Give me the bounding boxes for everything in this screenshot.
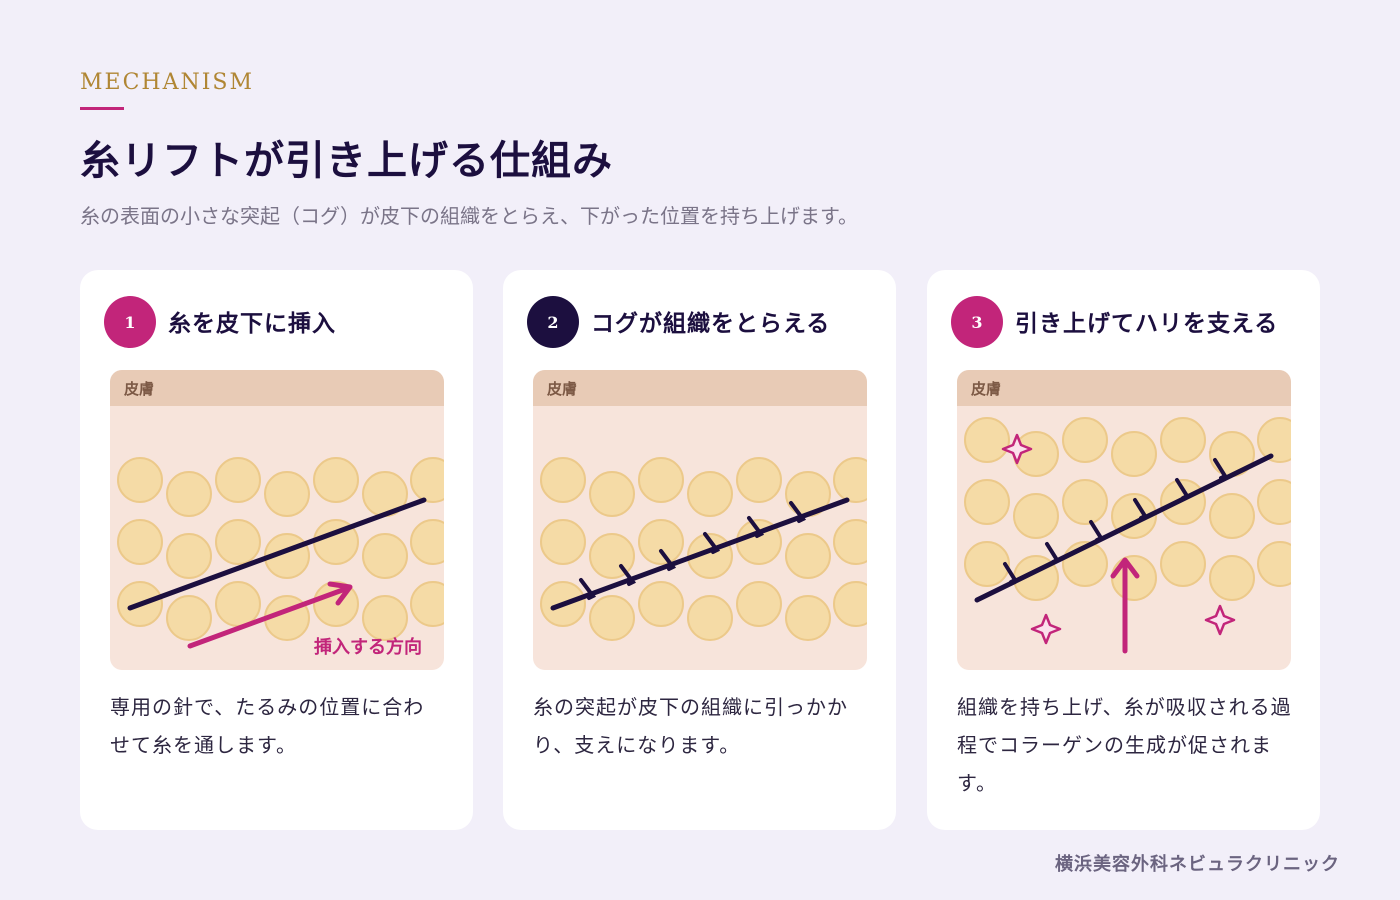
fat-cell [540,519,586,565]
fat-cell [1257,417,1291,463]
step-number: 2 [547,312,559,332]
fat-cell [638,519,684,565]
sparkle-icon [1001,433,1033,465]
fat-cell [833,581,867,627]
step-title: 引き上げてハリを支える [1015,311,1279,337]
fat-cell [1062,479,1108,525]
fat-cell [362,595,408,641]
fat-cell [410,519,444,565]
step-card-2: 2 コグが組織をとらえる 皮膚 糸の突起が皮下の組織に引っかかり、支えになります… [503,270,896,830]
fat-cell [540,457,586,503]
clinic-name: 横浜美容外科ネビュラクリニック [1055,854,1340,875]
fat-cell [1257,479,1291,525]
step-description: 組織を持ち上げ、糸が吸収される過程でコラーゲンの生成が促されます。 [957,695,1292,795]
fat-cell [736,581,782,627]
fat-cell [785,595,831,641]
fat-cell [1257,541,1291,587]
fat-cell [785,533,831,579]
fat-cell [964,479,1010,525]
fat-cell [215,519,261,565]
fat-cell [1209,493,1255,539]
sparkle-icon [1204,604,1236,636]
skin-label: 皮膚 [971,380,1001,398]
insertion-arrow [187,581,353,649]
skin-label: 皮膚 [547,380,577,398]
direction-label: 挿入する方向 [314,636,422,658]
step-number: 3 [971,312,983,332]
lift-illustration: 皮膚 [957,370,1291,670]
fat-cell [215,581,261,627]
step-description: 専用の針で、たるみの位置に合わせて糸を通します。 [110,695,425,757]
fat-cell [117,457,163,503]
page-title: 糸リフトが引き上げる仕組み [80,138,613,184]
insertion-illustration: 皮膚 挿入する方向 [110,370,444,670]
fat-cell [117,519,163,565]
fat-cell [687,471,733,517]
thread-cogs [1003,458,1228,584]
skin-label: 皮膚 [124,380,154,398]
lift-arrow [1110,557,1140,654]
fat-cells [964,417,1291,601]
step-card-3: 3 引き上げてハリを支える 皮膚 [927,270,1320,830]
fat-cell [313,457,359,503]
fat-cell [1111,555,1157,601]
fat-cell [1209,555,1255,601]
thread-cogs [579,501,807,600]
fat-cell [1111,431,1157,477]
tissue-layer [533,370,867,670]
cog-illustration: 皮膚 [533,370,867,670]
step-number-badge: 2 [527,296,579,348]
fat-cell [833,519,867,565]
fat-cell [166,471,212,517]
page-subtitle: 糸の表面の小さな突起（コグ）が皮下の組織をとらえ、下がった位置を持ち上げます。 [80,204,858,228]
fat-cell [1160,541,1206,587]
fat-cell [638,457,684,503]
fat-cell [589,471,635,517]
fat-cell [215,457,261,503]
fat-cell [964,541,1010,587]
fat-cell [264,471,310,517]
fat-cell [833,457,867,503]
tissue-layer [110,370,444,670]
fat-cell [589,595,635,641]
thread-line [550,497,850,611]
eyebrow: MECHANISM [80,70,255,95]
fat-cell [687,595,733,641]
step-title: 糸を皮下に挿入 [168,311,336,337]
eyebrow-rule [80,107,124,110]
step-number-badge: 3 [951,296,1003,348]
step-number: 1 [124,312,136,332]
fat-cell [166,533,212,579]
thread-line [974,453,1274,603]
fat-cell [1013,493,1059,539]
fat-cell [638,581,684,627]
fat-cell [410,581,444,627]
fat-cell [410,457,444,503]
fat-cell [1160,417,1206,463]
fat-cell [1062,417,1108,463]
step-description: 糸の突起が皮下の組織に引っかかり、支えになります。 [533,695,848,757]
fat-cell [166,595,212,641]
sparkle-icon [1030,613,1062,645]
step-title: コグが組織をとらえる [591,311,831,337]
fat-cell [362,533,408,579]
fat-cell [964,417,1010,463]
fat-cell [736,457,782,503]
step-number-badge: 1 [104,296,156,348]
thread-line [127,497,427,611]
fat-cells [540,457,867,641]
step-card-1: 1 糸を皮下に挿入 皮膚 挿入する方向 専用の針で、たるみの位置に合わせて糸を通… [80,270,473,830]
